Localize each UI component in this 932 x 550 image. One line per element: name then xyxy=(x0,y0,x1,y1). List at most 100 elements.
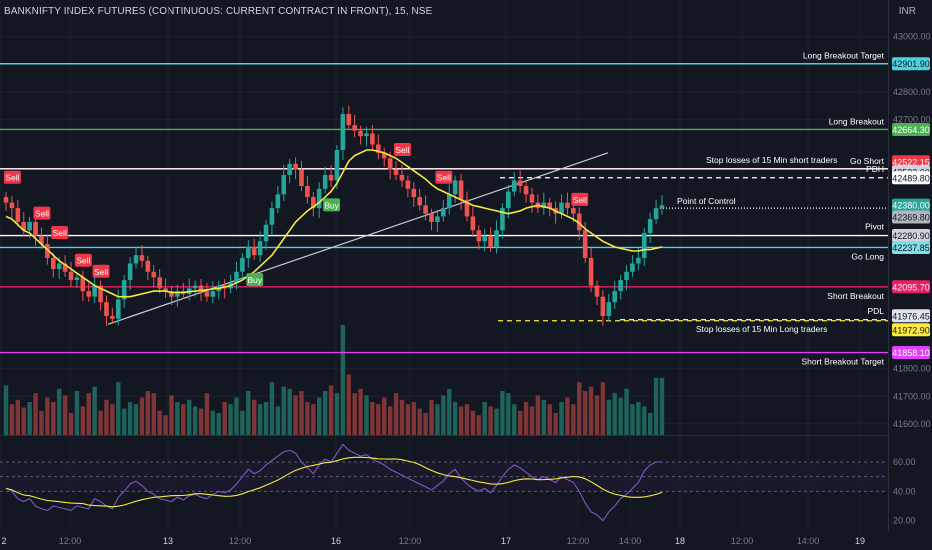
candle-body xyxy=(68,271,74,281)
volume-bar xyxy=(393,393,399,435)
volume-bar xyxy=(68,413,74,435)
volume-bar xyxy=(358,388,363,435)
candle-body xyxy=(417,197,422,206)
candle-body xyxy=(251,246,257,256)
price-tag xyxy=(892,171,930,185)
volume-bar xyxy=(305,402,310,435)
trend-line xyxy=(107,152,609,325)
candle-body xyxy=(74,277,80,281)
sell-signal xyxy=(435,170,453,184)
candle-body xyxy=(452,180,458,195)
volume-bar xyxy=(423,413,428,435)
volume-bar xyxy=(45,397,50,435)
candle-body xyxy=(630,263,635,272)
volume-bar xyxy=(39,410,44,435)
volume-bar xyxy=(630,404,635,435)
buy-signal xyxy=(323,198,341,212)
time-tick-label: 19 xyxy=(855,536,865,546)
volume-bar xyxy=(27,402,32,435)
price-tag-label: 42280.90 xyxy=(892,231,930,241)
candle-body xyxy=(9,202,15,209)
volume-bar xyxy=(565,397,570,435)
volume-bar xyxy=(577,382,582,435)
volume-bar xyxy=(529,406,535,435)
time-tick-label: 12:00 xyxy=(229,536,252,546)
level-label: PDH xyxy=(866,164,884,174)
volume-bar xyxy=(169,395,174,435)
candle-body xyxy=(399,174,405,181)
candle-body xyxy=(594,285,600,297)
candle-body xyxy=(145,260,151,272)
level-label: Go Long xyxy=(851,251,884,261)
volume-bar xyxy=(482,402,487,435)
time-tick-label: 14:00 xyxy=(619,536,642,546)
volume-bar xyxy=(86,393,91,435)
candle-body xyxy=(246,246,251,258)
candle-body xyxy=(381,152,387,159)
volume-bar xyxy=(559,402,564,435)
price-tag xyxy=(892,323,930,337)
candle-body xyxy=(393,169,399,175)
price-tick-label: 41600.00 xyxy=(893,419,931,429)
candle-body xyxy=(405,180,411,189)
volume-bar xyxy=(382,397,387,435)
candle-body xyxy=(263,224,269,242)
time-tick-label: 12:00 xyxy=(567,536,590,546)
volume-bar xyxy=(659,377,665,435)
volume-bar xyxy=(104,399,109,435)
volume-bar xyxy=(110,404,115,435)
volume-bar xyxy=(387,406,393,435)
volume-bar xyxy=(80,406,86,435)
candle-body xyxy=(127,263,133,281)
candle-body xyxy=(376,144,381,153)
sell-signal-label: Sell xyxy=(53,228,67,238)
volume-bar xyxy=(517,410,523,435)
candle-body xyxy=(56,263,62,269)
candle-body xyxy=(15,208,21,222)
volume-bar xyxy=(624,388,629,435)
sell-signal xyxy=(92,264,110,278)
price-tag-label: 42237.85 xyxy=(892,243,930,253)
candle-body xyxy=(624,271,629,281)
rsi-tick-label: 40.00 xyxy=(893,486,916,496)
volume-bar xyxy=(228,404,233,435)
candle-body xyxy=(192,285,198,289)
sell-signal-label: Sell xyxy=(5,173,19,183)
candle-body xyxy=(506,191,511,209)
candle-body xyxy=(110,316,115,319)
volume-bar xyxy=(547,404,552,435)
candle-body xyxy=(659,205,665,209)
level-label: PDL xyxy=(867,306,884,316)
currency-label[interactable]: INR xyxy=(898,6,916,17)
chart-title: BANKNIFTY INDEX FUTURES (CONTINUOUS: CUR… xyxy=(4,6,433,17)
price-tag xyxy=(892,122,930,136)
candle-body xyxy=(370,133,375,145)
price-tick-label: 42700.00 xyxy=(893,115,931,125)
price-tick-label: 43000.00 xyxy=(893,32,931,42)
buy-signal xyxy=(246,273,264,287)
volume-bar xyxy=(494,408,499,435)
candle-body xyxy=(618,280,623,292)
candle-body xyxy=(269,208,275,225)
sma-line xyxy=(5,149,663,298)
candle-body xyxy=(204,291,210,297)
level-label: Long Breakout Target xyxy=(803,51,885,61)
candle-body xyxy=(240,257,245,272)
volume-bar xyxy=(74,391,80,435)
candle-body xyxy=(429,213,434,222)
price-tag-label: 42489.80 xyxy=(892,173,930,183)
buy-signal-label: Buy xyxy=(247,275,262,285)
volume-bar xyxy=(240,410,245,435)
candle-body xyxy=(3,197,9,203)
candle-body xyxy=(27,221,32,231)
candle-body xyxy=(606,302,612,317)
candle-body xyxy=(62,263,68,272)
time-tick-label: 17 xyxy=(501,536,511,546)
volume-bar xyxy=(322,391,328,435)
candle-body xyxy=(281,174,287,195)
volume-bar xyxy=(376,404,381,435)
volume-bar xyxy=(399,399,405,435)
volume-bar xyxy=(506,393,511,435)
volume-bar xyxy=(352,393,357,435)
